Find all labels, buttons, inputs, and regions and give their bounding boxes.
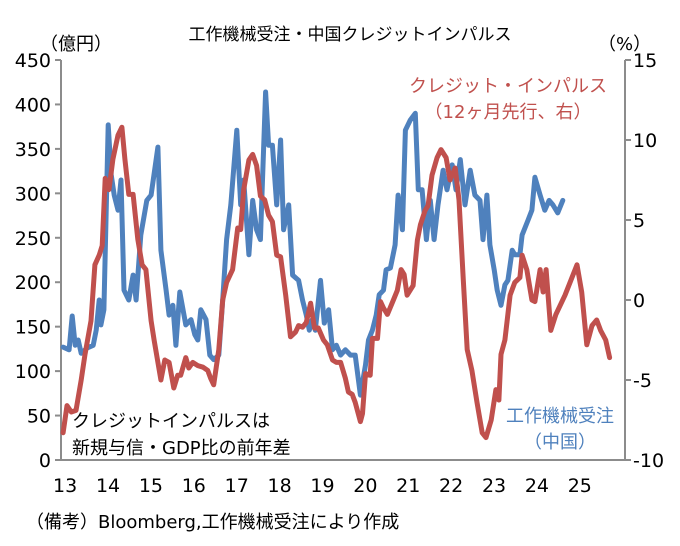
x-tick-label: 17 <box>225 475 249 497</box>
left-tick-label: 350 <box>15 139 51 161</box>
annotation-line: 新規与信・GDP比の前年差 <box>72 438 291 459</box>
right-axis-unit: （%） <box>598 34 652 55</box>
x-tick-label: 23 <box>482 475 506 497</box>
source-note: （備考）Bloomberg,工作機械受注により作成 <box>26 512 400 533</box>
x-tick-label: 24 <box>525 475 549 497</box>
right-tick-label: 0 <box>633 290 645 312</box>
x-tick-label: 13 <box>53 475 77 497</box>
left-axis-unit: （億円） <box>40 34 112 55</box>
series-label-line: クレジット・インパルス <box>409 76 607 97</box>
annotation-note: クレジットインパルスは 新規与信・GDP比の前年差 <box>72 408 291 462</box>
credit-impulse-line <box>60 124 613 441</box>
left-tick-label: 50 <box>27 406 51 428</box>
x-tick-label: 25 <box>568 475 592 497</box>
left-tick-label: 150 <box>15 317 51 339</box>
right-tick-label: 5 <box>633 210 645 232</box>
left-tick-label: 300 <box>15 183 51 205</box>
right-tick-label: 10 <box>633 130 657 152</box>
x-tick-label: 19 <box>310 475 334 497</box>
right-tick-label: -5 <box>633 370 652 392</box>
left-tick-label: 450 <box>15 50 51 72</box>
right-tick-label: 15 <box>633 50 657 72</box>
annotation-line: クレジットインパルスは <box>72 411 270 432</box>
series-label-line: （12ヶ月先行、右） <box>424 102 592 123</box>
right-tick-label: -10 <box>633 450 664 472</box>
machine-orders-line <box>60 89 566 398</box>
left-tick-label: 250 <box>15 228 51 250</box>
series-label-line: （中国） <box>524 432 596 453</box>
left-tick-label: 200 <box>15 272 51 294</box>
x-tick-label: 20 <box>353 475 377 497</box>
series-label-credit-impulse: クレジット・インパルス （12ヶ月先行、右） <box>390 74 626 126</box>
chart-title: 工作機械受注・中国クレジットインパルス <box>188 25 512 45</box>
left-tick-label: 100 <box>15 361 51 383</box>
left-tick-label: 0 <box>39 450 51 472</box>
left-tick-label: 400 <box>15 94 51 116</box>
series-label-line: 工作機械受注 <box>506 406 614 427</box>
x-tick-label: 18 <box>267 475 291 497</box>
x-tick-label: 16 <box>182 475 206 497</box>
x-tick-label: 21 <box>396 475 420 497</box>
x-tick-label: 22 <box>439 475 463 497</box>
x-tick-label: 14 <box>96 475 120 497</box>
series-label-machine-orders: 工作機械受注 （中国） <box>496 404 624 456</box>
x-tick-label: 15 <box>139 475 163 497</box>
